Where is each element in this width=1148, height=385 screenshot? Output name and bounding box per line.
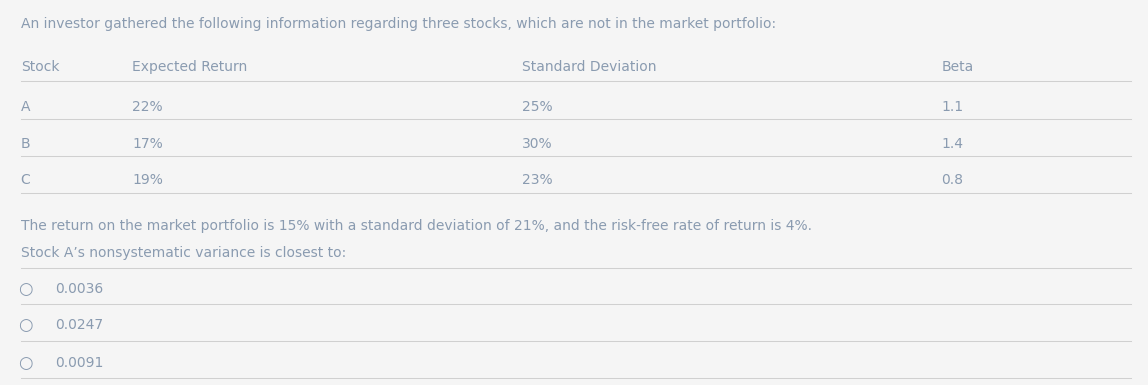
- Text: ○: ○: [18, 354, 32, 372]
- Text: Beta: Beta: [941, 60, 974, 74]
- Text: 22%: 22%: [132, 100, 163, 114]
- Text: Stock: Stock: [21, 60, 60, 74]
- Text: Expected Return: Expected Return: [132, 60, 247, 74]
- Text: ○: ○: [18, 280, 32, 298]
- Text: ○: ○: [18, 316, 32, 334]
- Text: 19%: 19%: [132, 173, 163, 187]
- Text: 23%: 23%: [522, 173, 553, 187]
- Text: 25%: 25%: [522, 100, 553, 114]
- Text: An investor gathered the following information regarding three stocks, which are: An investor gathered the following infor…: [21, 17, 776, 31]
- Text: A: A: [21, 100, 30, 114]
- Text: Stock A’s nonsystematic variance is closest to:: Stock A’s nonsystematic variance is clos…: [21, 246, 346, 260]
- Text: 1.4: 1.4: [941, 137, 963, 151]
- Text: Standard Deviation: Standard Deviation: [522, 60, 657, 74]
- Text: 0.0036: 0.0036: [55, 282, 103, 296]
- Text: 17%: 17%: [132, 137, 163, 151]
- Text: 0.0091: 0.0091: [55, 356, 103, 370]
- Text: 1.1: 1.1: [941, 100, 963, 114]
- Text: 0.8: 0.8: [941, 173, 963, 187]
- Text: 0.0247: 0.0247: [55, 318, 103, 332]
- Text: 30%: 30%: [522, 137, 553, 151]
- Text: C: C: [21, 173, 30, 187]
- Text: The return on the market portfolio is 15% with a standard deviation of 21%, and : The return on the market portfolio is 15…: [21, 219, 812, 233]
- Text: B: B: [21, 137, 30, 151]
